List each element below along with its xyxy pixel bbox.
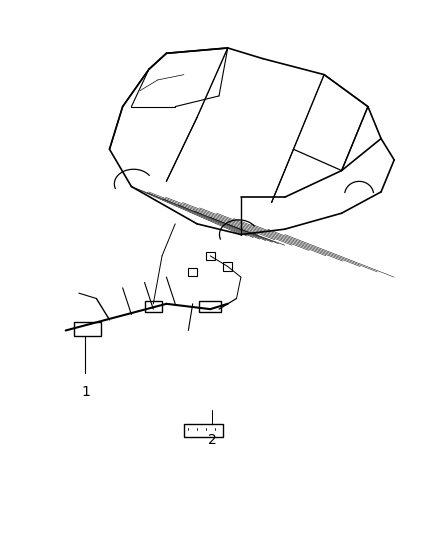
Bar	[145, 301, 162, 312]
Bar	[74, 322, 101, 336]
Bar	[199, 301, 221, 312]
Bar	[206, 252, 215, 260]
Text: 1: 1	[81, 385, 90, 399]
Bar	[188, 268, 197, 276]
Text: 2: 2	[208, 433, 217, 447]
Bar	[223, 262, 232, 271]
FancyBboxPatch shape	[184, 424, 223, 437]
